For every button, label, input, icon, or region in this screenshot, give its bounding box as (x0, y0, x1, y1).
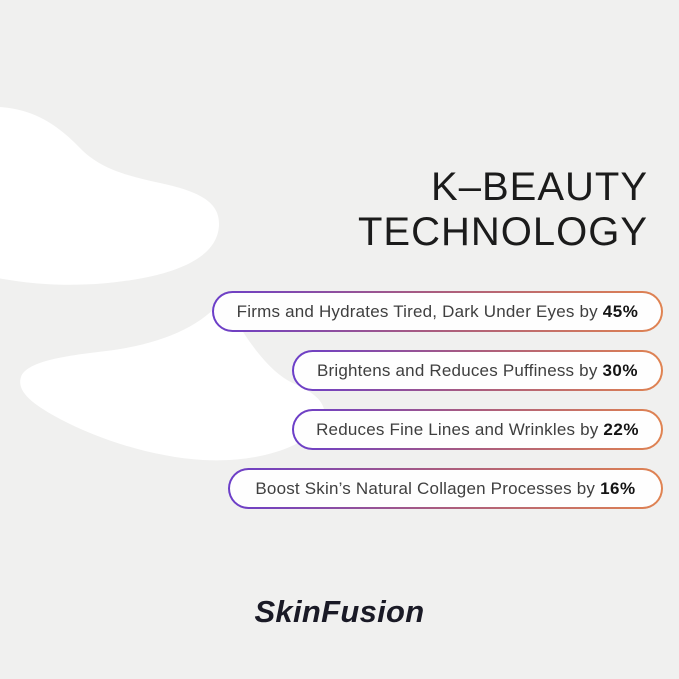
title-line-2: TECHNOLOGY (357, 210, 648, 254)
benefit-value: 30% (602, 360, 638, 380)
page-title: K–BEAUTY TECHNOLOGY (358, 165, 648, 255)
benefit-text: Reduces Fine Lines and Wrinkles by 22% (316, 419, 639, 439)
benefit-text: Brightens and Reduces Puffiness by 30% (316, 360, 638, 380)
benefit-pill-reduces-wrinkles: Reduces Fine Lines and Wrinkles by 22% (292, 409, 663, 450)
benefit-text: Boost Skin’s Natural Collagen Processes … (255, 478, 636, 498)
benefit-pill-firms-hydrates: Firms and Hydrates Tired, Dark Under Eye… (212, 291, 663, 332)
benefit-pill-brightens: Brightens and Reduces Puffiness by 30% (292, 350, 663, 391)
benefit-value: 16% (600, 478, 636, 498)
title-line-1: K–BEAUTY (431, 165, 648, 209)
under-eye-patch-bottom-shape (20, 299, 325, 461)
brand-logo: SkinFusion (254, 594, 425, 629)
benefit-pill-boosts-collagen: Boost Skin’s Natural Collagen Processes … (228, 468, 663, 509)
benefit-value: 45% (602, 301, 639, 321)
benefit-text: Firms and Hydrates Tired, Dark Under Eye… (236, 301, 639, 321)
benefit-value: 22% (603, 419, 639, 439)
under-eye-patch-top-shape (0, 107, 220, 285)
